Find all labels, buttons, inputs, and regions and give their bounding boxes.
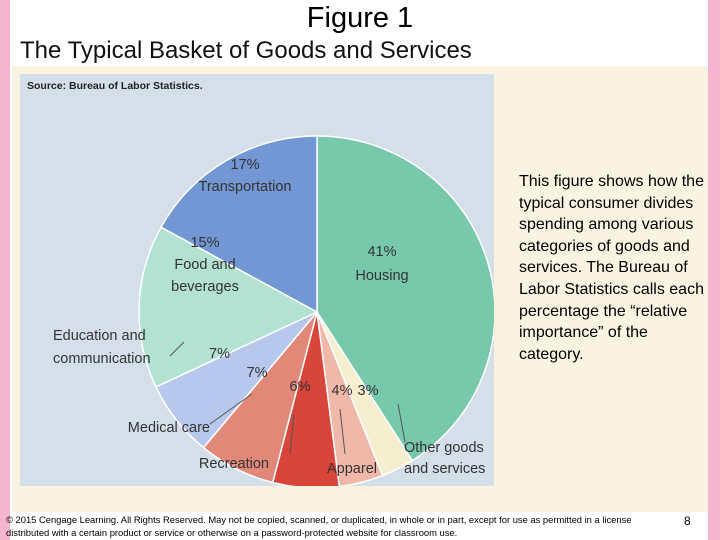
slice-name-label-education-and-communication: communication (53, 351, 151, 367)
slice-pct-label-other-goods-and-services: 3% (358, 383, 379, 399)
slice-name-label-apparel: Apparel (327, 461, 377, 477)
page-number: 8 (684, 514, 691, 528)
pie-slice-transportation (159, 135, 318, 314)
figure-description: This figure shows how the typical consum… (519, 173, 704, 363)
right-edge-stripe (708, 0, 720, 540)
slice-pct-label-transportation: 17% (230, 157, 259, 173)
slide-title: Figure 1 (306, 2, 414, 34)
slice-name-label-transportation: Transportation (199, 179, 292, 195)
leader-apparel (339, 408, 346, 455)
pie-slice-housing (316, 135, 494, 462)
pie-chart: Source: Bureau of Labor Statistics. 41% H… (27, 80, 494, 486)
slice-name-label-other-goods-and-services: and services (404, 461, 485, 477)
leader-medical (209, 393, 253, 425)
slice-pct-label-education-and-communication: 7% (209, 346, 230, 362)
left-edge-stripe (0, 0, 10, 540)
slice-name-label-recreation: Recreation (199, 456, 269, 472)
slice-name-label-education-and-communication: Education and (53, 328, 146, 344)
source-note: Source: Bureau of Labor Statistics. (27, 80, 203, 92)
slice-name-label-housing: Housing (355, 268, 408, 284)
slide-subtitle: The Typical Basket of Goods and Services (20, 37, 472, 64)
pie-chart-panel: Source: Bureau of Labor Statistics. 41% H… (20, 74, 494, 486)
slice-pct-label-housing: 41% (367, 244, 396, 260)
slice-pct-label-apparel: 4% (332, 383, 353, 399)
copyright-footer: © 2015 Cengage Learning. All Rights Rese… (6, 514, 632, 538)
slice-name-label-food-and-beverages: beverages (171, 279, 239, 295)
leader-recreation (289, 413, 295, 455)
slice-pct-label-medical-care: 7% (247, 365, 268, 381)
pie-slice-food-and-beverages (138, 226, 319, 388)
slice-pct-label-food-and-beverages: 15% (190, 235, 219, 251)
slice-name-label-other-goods-and-services: Other goods (404, 440, 484, 456)
slice-pct-label-recreation: 6% (290, 379, 311, 395)
slice-name-label-food-and-beverages: Food and (174, 257, 235, 273)
leader-education (169, 341, 185, 357)
slice-name-label-medical-care: Medical care (128, 420, 210, 436)
leader-other (397, 403, 406, 443)
pie-slice-apparel (316, 311, 384, 486)
